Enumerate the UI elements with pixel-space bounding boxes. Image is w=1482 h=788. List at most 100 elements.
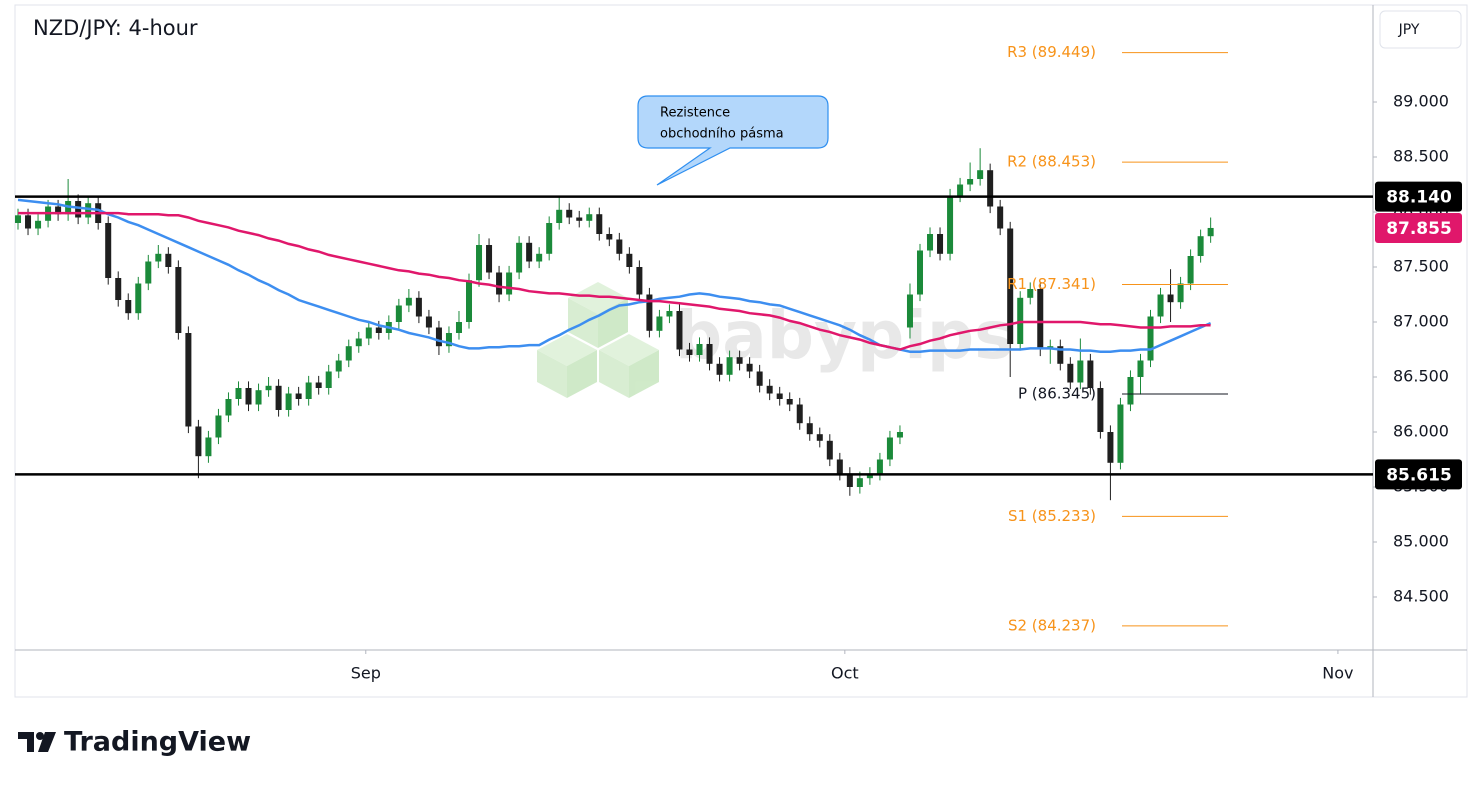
y-tick-label: 88.500 — [1393, 147, 1449, 166]
candle-body — [856, 478, 863, 487]
candle-body — [967, 179, 974, 185]
candle-body — [826, 440, 833, 460]
candle-body — [796, 404, 803, 424]
candle-body — [205, 437, 212, 457]
candle-body — [1077, 360, 1084, 383]
candle-body — [55, 206, 62, 215]
candle-body — [235, 387, 242, 399]
candle-body — [987, 170, 994, 207]
candle-body — [916, 250, 924, 295]
candle-body — [115, 278, 122, 301]
y-tick-label: 89.000 — [1393, 92, 1449, 111]
annotation-line: obchodního pásma — [660, 127, 784, 142]
key-level-box — [1375, 459, 1462, 490]
candle-body — [1127, 376, 1134, 405]
candle-body — [415, 297, 422, 317]
candle-body — [786, 398, 793, 405]
candle-body — [776, 393, 783, 399]
y-tick-label: 87.500 — [1393, 257, 1449, 276]
candle-body — [255, 390, 262, 405]
candle-body — [215, 415, 222, 438]
y-tick-label: 86.500 — [1393, 366, 1449, 385]
candle-body — [696, 343, 703, 355]
candle-body — [516, 242, 523, 273]
candle-body — [1117, 404, 1124, 463]
candle-body — [295, 393, 302, 399]
logo-shape — [36, 732, 44, 740]
candle-body — [75, 201, 82, 218]
watermark-cube — [537, 350, 567, 398]
key-level-label: 85.615 — [1386, 465, 1452, 485]
candle-body — [676, 311, 683, 350]
watermark-cube — [567, 350, 597, 398]
candle-body — [135, 283, 142, 314]
key-level-label: 88.140 — [1386, 188, 1452, 208]
logo-shape — [18, 732, 34, 752]
chart-title: NZD/JPY: 4-hour — [33, 16, 198, 40]
currency-label: JPY — [1398, 22, 1420, 38]
candle-body — [957, 184, 964, 196]
annotation-callout: Rezistence obchodního pásma — [637, 95, 829, 186]
candle-body — [85, 203, 92, 218]
candle-body — [375, 327, 382, 333]
candle-body — [556, 209, 563, 224]
candle-body — [445, 332, 452, 347]
brand-logo: TradingView — [18, 727, 251, 758]
candle-body — [576, 217, 583, 221]
candle-body — [365, 327, 372, 339]
candle-body — [546, 223, 553, 254]
key-level-box — [1375, 181, 1462, 212]
candle-body — [1137, 360, 1144, 377]
candle-body — [335, 360, 342, 372]
candle-body — [626, 253, 633, 268]
candle-body — [666, 311, 673, 317]
x-tick-label: Nov — [1322, 664, 1353, 683]
candle-body — [596, 214, 603, 235]
candle-body — [876, 459, 883, 474]
candle-body — [15, 215, 22, 224]
candle-body — [486, 245, 493, 273]
candle-body — [155, 253, 162, 262]
watermark-cube — [599, 350, 629, 398]
candle-body — [265, 385, 272, 391]
annotation-line: Rezistence — [660, 106, 730, 121]
watermark-cube — [629, 350, 659, 398]
candle-body — [806, 423, 813, 435]
candle-body — [536, 253, 543, 262]
candle-body — [1177, 283, 1184, 303]
candle-body — [245, 387, 252, 405]
candle-body — [1187, 256, 1194, 284]
candle-body — [736, 357, 743, 364]
candle-body — [606, 234, 613, 240]
pivot-label: R3 (89.449) — [1007, 43, 1096, 61]
candle-body — [566, 209, 573, 218]
y-tick-label: 85.000 — [1393, 531, 1449, 550]
candle-body — [225, 398, 232, 416]
candle-body — [866, 473, 873, 479]
candle-body — [886, 437, 893, 460]
candle-body — [716, 363, 723, 375]
candle-body — [345, 346, 352, 361]
candle-body — [816, 434, 823, 441]
logo-shape — [38, 732, 56, 752]
candle-body — [616, 239, 623, 254]
candle-body — [1087, 360, 1094, 388]
candle-body — [305, 382, 312, 399]
candle-body — [145, 261, 152, 284]
moving-average — [18, 211, 1211, 351]
candle-body — [455, 322, 462, 333]
candle-body — [906, 294, 913, 328]
candle-body — [836, 459, 843, 474]
pivot-label: P (86.345) — [1018, 385, 1096, 403]
candle-body — [1057, 346, 1064, 364]
candle-body — [1147, 316, 1154, 361]
candle-body — [1107, 431, 1114, 463]
candle-body — [1197, 236, 1204, 257]
candle-body — [1207, 227, 1214, 237]
callout-shape — [637, 95, 829, 186]
candle-body — [896, 431, 903, 438]
candle-body — [395, 305, 402, 323]
candle-body — [1167, 294, 1174, 303]
candle-body — [656, 316, 663, 331]
